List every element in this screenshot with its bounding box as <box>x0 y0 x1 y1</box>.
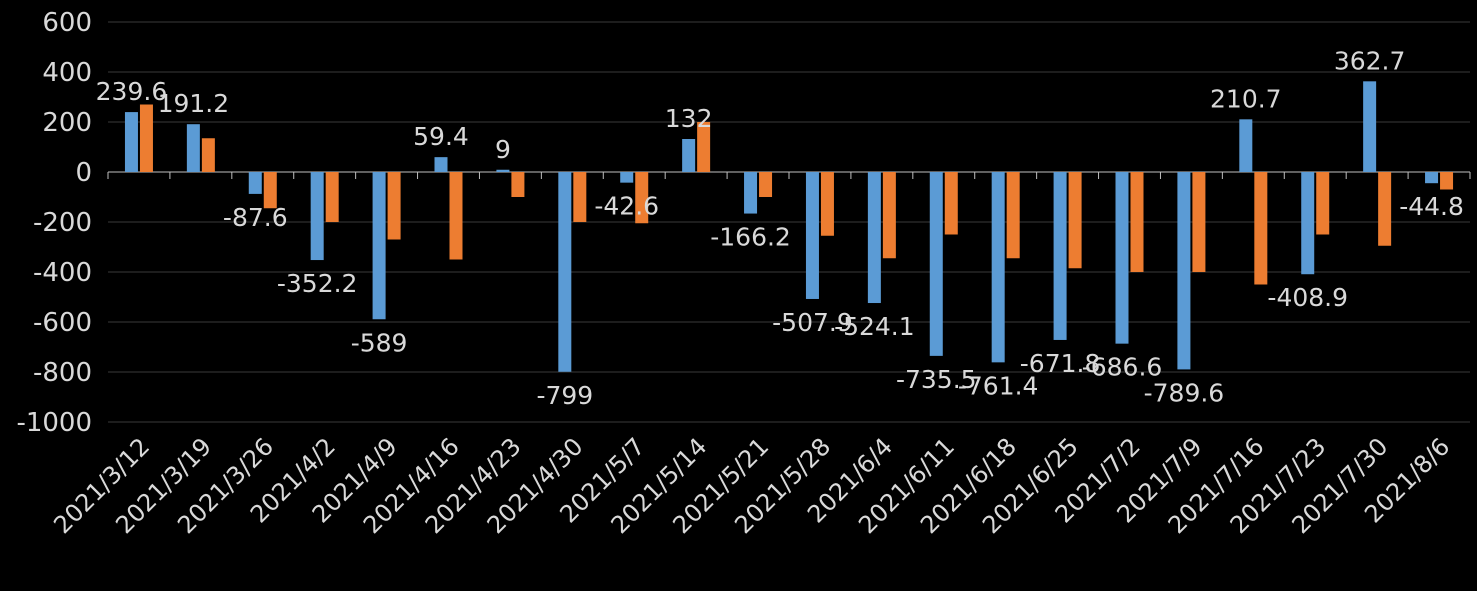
bar-series-1 <box>991 172 1005 363</box>
data-label: 239.6 <box>96 77 168 106</box>
data-label: 210.7 <box>1210 84 1282 113</box>
data-label: -44.8 <box>1399 192 1464 221</box>
bar-series-2 <box>573 172 587 222</box>
bar-series-1 <box>867 172 881 304</box>
data-label: -671.8 <box>1020 349 1101 378</box>
bar-series-1 <box>248 172 262 194</box>
y-tick-label: 200 <box>42 108 92 138</box>
bar-series-2 <box>882 172 896 259</box>
data-label: -761.4 <box>958 371 1039 400</box>
bar-series-2 <box>635 172 649 224</box>
data-label: -686.6 <box>1082 353 1163 382</box>
bar-series-2 <box>1130 172 1144 272</box>
bar-series-2 <box>1440 172 1454 190</box>
data-label: -789.6 <box>1144 378 1225 407</box>
y-tick-label: -600 <box>33 308 92 338</box>
bar-series-1 <box>744 172 758 214</box>
data-label: -42.6 <box>594 192 659 221</box>
bar-series-2 <box>449 172 463 260</box>
y-tick-label: 0 <box>75 158 92 188</box>
bar-series-2 <box>1192 172 1206 272</box>
data-label: 132 <box>665 104 713 133</box>
bar-series-1 <box>124 112 138 172</box>
bar-series-1 <box>1239 119 1253 172</box>
bar-series-2 <box>1068 172 1082 269</box>
y-tick-label: -800 <box>33 358 92 388</box>
y-tick-label: -200 <box>33 208 92 238</box>
data-label: -507.9 <box>772 308 853 337</box>
data-label: 9 <box>495 135 511 164</box>
bar-series-2 <box>820 172 834 236</box>
bar-series-2 <box>263 172 277 209</box>
bar-series-2 <box>511 172 525 197</box>
bar-series-2 <box>1254 172 1268 285</box>
data-label: 59.4 <box>413 122 469 151</box>
data-label: -799 <box>536 381 593 410</box>
bar-series-2 <box>387 172 401 240</box>
bar-series-1 <box>496 169 510 172</box>
bar-series-2 <box>1006 172 1020 259</box>
data-label: -87.6 <box>223 203 288 232</box>
bar-series-2 <box>201 138 215 172</box>
bar-series-1 <box>186 124 200 172</box>
data-label: -524.1 <box>834 312 915 341</box>
data-label: -589 <box>351 328 408 357</box>
bar-series-1 <box>682 139 696 172</box>
bar-series-1 <box>1177 172 1191 370</box>
data-label: -735.5 <box>896 365 977 394</box>
bar-series-2 <box>697 122 711 172</box>
bar-series-1 <box>805 172 819 299</box>
data-label: 191.2 <box>158 89 230 118</box>
bar-series-1 <box>929 172 943 356</box>
y-tick-label: -400 <box>33 258 92 288</box>
bar-series-1 <box>1301 172 1315 275</box>
bar-series-2 <box>139 104 153 172</box>
bar-series-1 <box>620 172 634 183</box>
bar-series-2 <box>944 172 958 235</box>
y-tick-label: -1000 <box>16 408 92 438</box>
y-axis: 600 400 200 0 -200 -400 -600 -800 -1000 <box>16 8 92 438</box>
data-label: -166.2 <box>710 223 791 252</box>
bar-series-1 <box>1425 172 1439 184</box>
bar-series-2 <box>1316 172 1330 235</box>
data-label: 362.7 <box>1334 46 1406 75</box>
bar-series-2 <box>325 172 339 222</box>
bar-series-1 <box>434 157 448 172</box>
y-tick-label: 600 <box>42 8 92 38</box>
data-label: -408.9 <box>1267 283 1348 312</box>
y-tick-label: 400 <box>42 58 92 88</box>
bar-series-1 <box>1363 81 1377 172</box>
bar-series-1 <box>558 172 572 372</box>
bar-series-2 <box>759 172 773 197</box>
data-label: -352.2 <box>277 269 358 298</box>
bar-series-1 <box>310 172 324 261</box>
bar-series-2 <box>1378 172 1392 246</box>
bar-series-1 <box>372 172 386 320</box>
bar-series-1 <box>1053 172 1067 340</box>
bars <box>124 81 1454 372</box>
bar-series-1 <box>1115 172 1129 344</box>
